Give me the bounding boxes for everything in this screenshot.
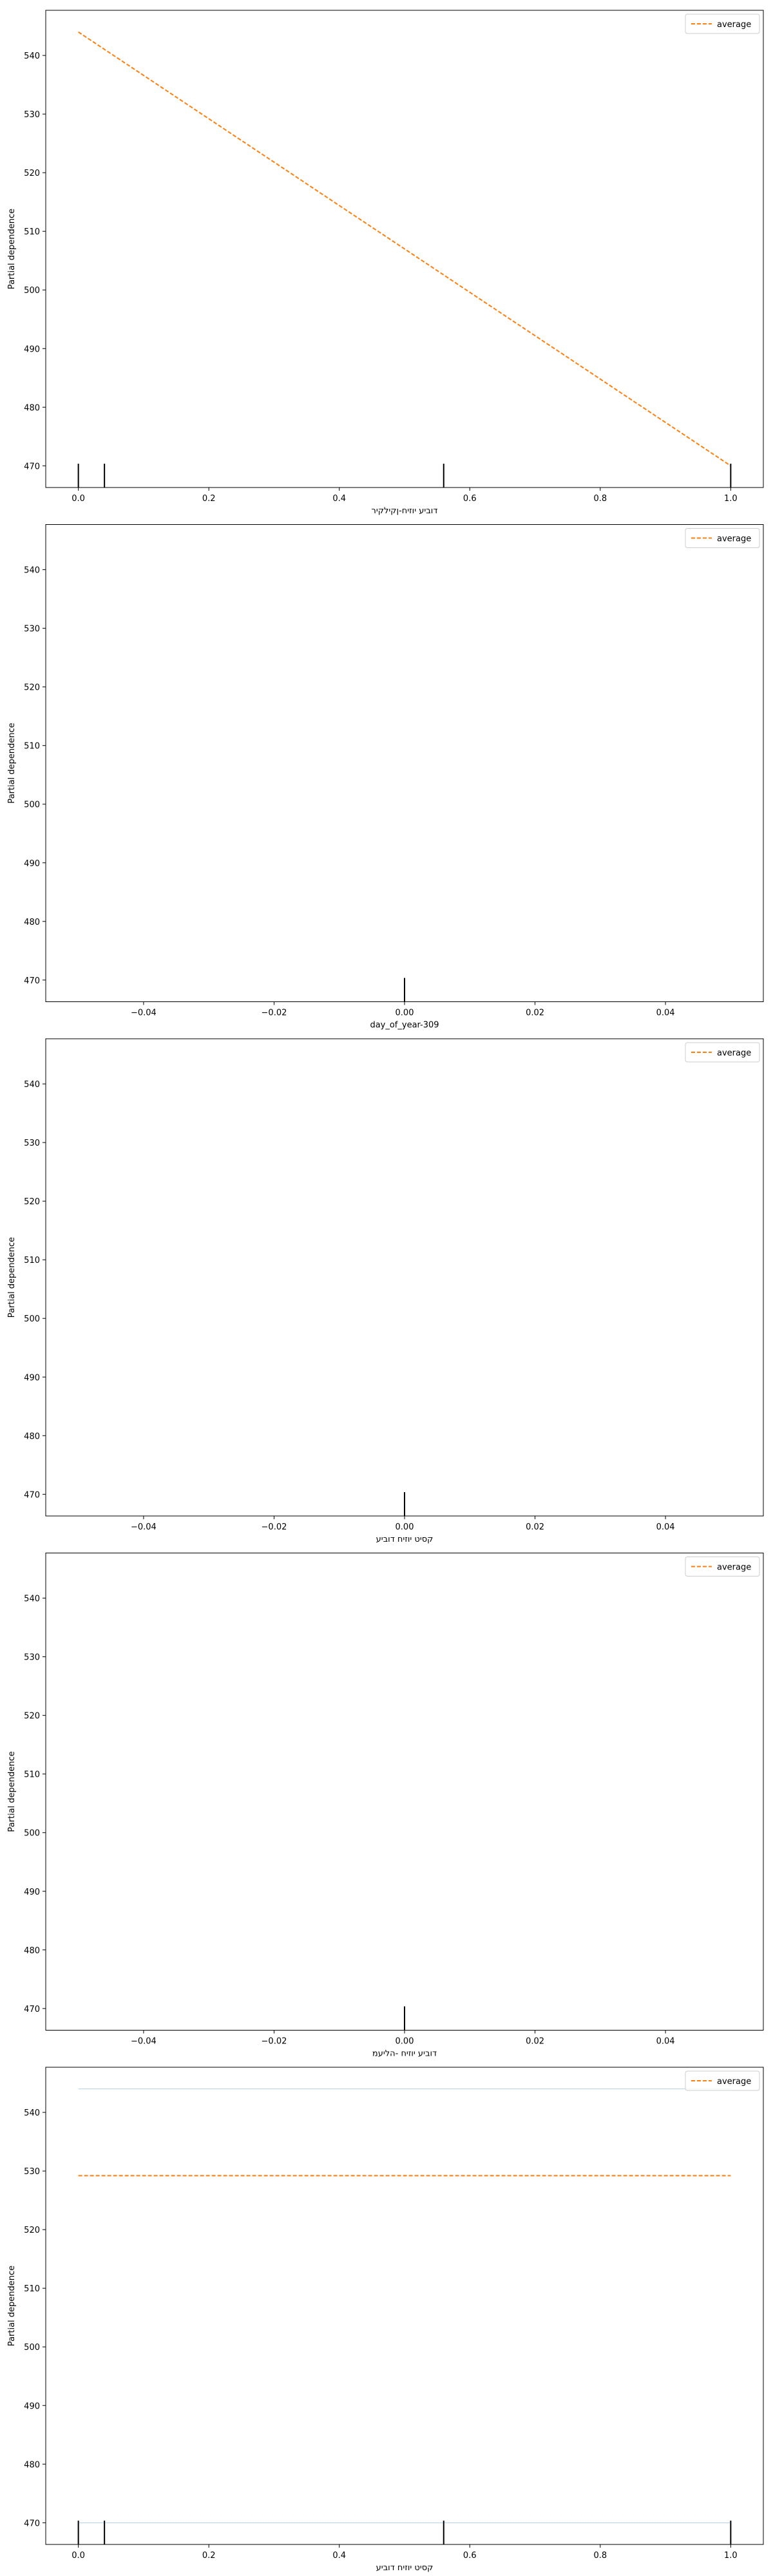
y-tick-label: 490	[24, 859, 40, 869]
y-tick-label: 500	[24, 286, 40, 296]
legend-label: average	[717, 1048, 751, 1058]
y-tick-label: 480	[24, 403, 40, 413]
x-tick-label: 0.8	[593, 2551, 607, 2561]
y-tick-label: 510	[24, 742, 40, 752]
legend-box	[685, 14, 760, 34]
y-tick-label: 540	[24, 1080, 40, 1090]
y-tick-label: 520	[24, 1197, 40, 1207]
y-tick-label: 500	[24, 800, 40, 810]
axes-frame	[45, 524, 764, 1002]
y-tick-label: 470	[24, 2519, 40, 2528]
y-tick-label: 510	[24, 1770, 40, 1780]
y-tick-label: 530	[24, 1653, 40, 1663]
y-tick-label: 480	[24, 918, 40, 927]
x-tick-label: −0.04	[131, 1522, 157, 1532]
y-tick-label: 520	[24, 169, 40, 178]
y-tick-label: 500	[24, 1314, 40, 1324]
y-tick-label: 480	[24, 1432, 40, 1441]
x-tick-label: 0.00	[396, 1522, 414, 1532]
legend-label: average	[717, 2077, 751, 2087]
x-axis-label: קסיט יוזיח דוביע	[376, 1535, 434, 1544]
x-tick-label: 0.2	[202, 2551, 216, 2561]
axes-frame	[45, 1553, 764, 2031]
x-tick-label: 0.02	[526, 2037, 544, 2047]
chart-panel-2: 470 480 490 500 510 520 530 540 −0.04 −0.02 0.00 0.…	[7, 524, 764, 1030]
y-tick-label: 500	[24, 2343, 40, 2353]
y-tick-label: 520	[24, 1712, 40, 1721]
y-tick-label: 530	[24, 1139, 40, 1148]
chart-panel-4: 470 480 490 500 510 520 530 540 −0.04 −0.02 0.00 0.…	[7, 1553, 764, 2059]
y-tick-label: 470	[24, 462, 40, 471]
y-tick-label: 510	[24, 227, 40, 237]
x-tick-label: −0.02	[262, 2037, 287, 2047]
y-axis-label: Partial dependence	[7, 1751, 17, 1832]
x-tick-label: 0.04	[656, 1522, 675, 1532]
x-tick-label: 0.0	[72, 2551, 85, 2561]
axes-frame	[45, 1038, 764, 1517]
y-tick-label: 490	[24, 2401, 40, 2411]
y-tick-label: 510	[24, 2284, 40, 2294]
legend-label: average	[717, 20, 751, 30]
y-tick-label: 540	[24, 566, 40, 576]
y-tick-label: 520	[24, 683, 40, 693]
y-tick-label: 490	[24, 1373, 40, 1383]
x-tick-label: −0.02	[262, 1009, 287, 1018]
y-tick-label: 540	[24, 1595, 40, 1604]
x-tick-label: 1.0	[724, 2551, 738, 2561]
legend-box	[685, 528, 760, 548]
x-tick-label: 0.2	[202, 494, 216, 504]
y-axis-label: Partial dependence	[7, 1237, 17, 1318]
x-tick-label: 0.04	[656, 2037, 675, 2047]
y-tick-label: 530	[24, 110, 40, 120]
y-tick-label: 540	[24, 52, 40, 61]
legend-box	[685, 2070, 760, 2091]
x-tick-label: −0.02	[262, 1522, 287, 1532]
y-axis-label: Partial dependence	[7, 209, 17, 289]
x-tick-label: 0.04	[656, 1009, 675, 1018]
x-tick-label: 0.0	[72, 494, 85, 504]
legend-box	[685, 1557, 760, 1577]
legend-label: average	[717, 535, 751, 544]
y-tick-label: 510	[24, 1256, 40, 1265]
y-tick-label: 540	[24, 2108, 40, 2118]
y-tick-label: 480	[24, 2460, 40, 2470]
x-tick-label: −0.04	[131, 2037, 157, 2047]
x-tick-label: 0.6	[463, 494, 477, 504]
legend-label: average	[717, 1563, 751, 1573]
x-tick-label: 1.0	[724, 494, 738, 504]
y-tick-label: 470	[24, 1490, 40, 1500]
chart-panel-3: 470 480 490 500 510 520 530 540 −0.04 −0.02 0.00 0.…	[7, 1038, 764, 1544]
average-line	[78, 31, 731, 467]
y-tick-label: 520	[24, 2226, 40, 2235]
legend-box	[685, 1042, 760, 1063]
x-axis-label: דוביע יוזיח-ןקילקיר	[372, 506, 438, 516]
x-tick-label: 0.4	[332, 494, 346, 504]
y-tick-label: 490	[24, 1888, 40, 1897]
x-axis-label: קסיט יוזיח דוביע	[376, 2563, 434, 2573]
y-tick-label: 470	[24, 2005, 40, 2014]
x-axis-label: day_of_year-309	[370, 1021, 439, 1030]
chart-panel-5: 470 480 490 500 510 520 530 540 0.0 0.2 0.4 0.6 0.8 1…	[7, 2067, 764, 2573]
y-tick-label: 500	[24, 1829, 40, 1839]
y-axis-label: Partial dependence	[7, 723, 17, 803]
y-axis-label: Partial dependence	[7, 2266, 17, 2346]
x-tick-label: 0.4	[332, 2551, 346, 2561]
x-tick-label: 0.02	[526, 1522, 544, 1532]
x-tick-label: 0.00	[396, 2037, 414, 2047]
x-tick-label: 0.6	[463, 2551, 477, 2561]
y-tick-label: 480	[24, 1946, 40, 1956]
y-tick-label: 530	[24, 625, 40, 634]
y-tick-label: 470	[24, 976, 40, 986]
axes-frame	[45, 10, 764, 488]
x-tick-label: −0.04	[131, 1009, 157, 1018]
x-tick-label: 0.00	[396, 1009, 414, 1018]
y-tick-label: 490	[24, 345, 40, 354]
x-tick-label: 0.8	[593, 494, 607, 504]
y-tick-label: 530	[24, 2167, 40, 2177]
x-axis-label: דוביע יוזיח -הליעמ	[372, 2049, 437, 2059]
chart-panel-1: 470 480 490 500 510 520 530 540 0.0 0.2 0.4 0.6 0.8 1…	[7, 10, 764, 516]
axes-frame	[45, 2067, 764, 2545]
x-tick-label: 0.02	[526, 1009, 544, 1018]
